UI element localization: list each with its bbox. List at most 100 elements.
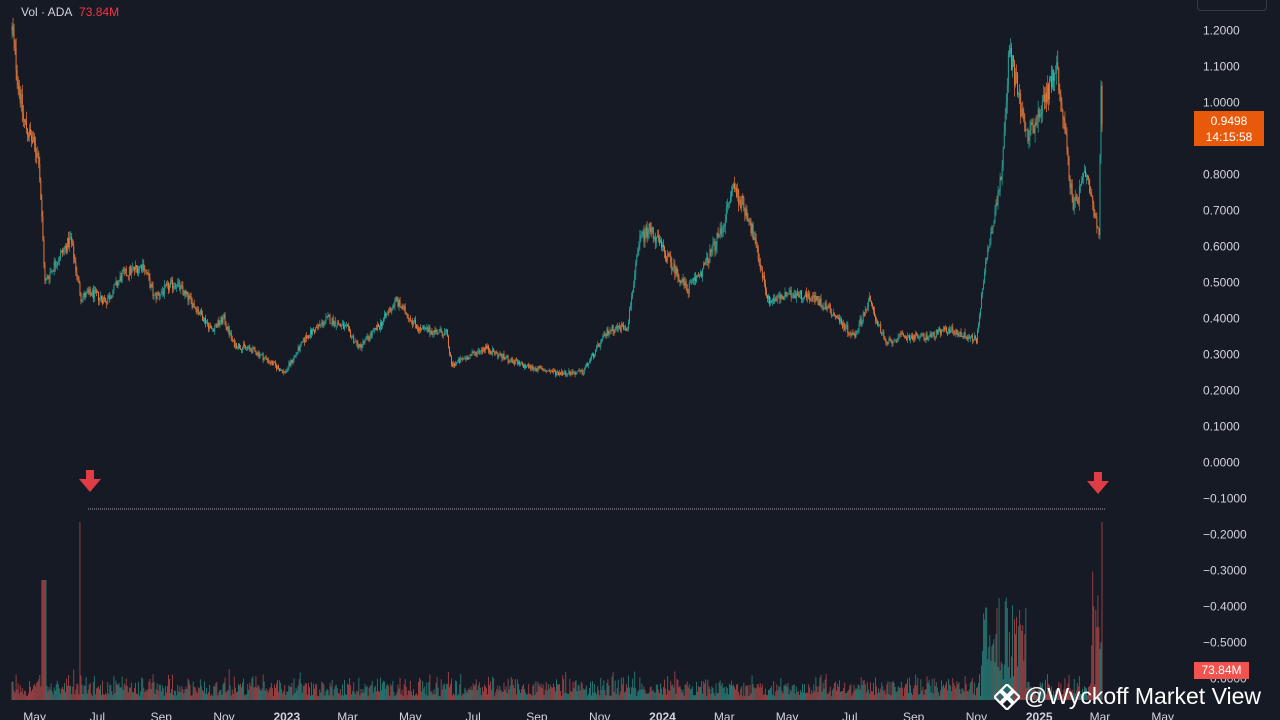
- candle-body: [89, 289, 91, 294]
- volume-bar: [1041, 682, 1043, 700]
- candle-body: [481, 349, 483, 352]
- candle-body: [974, 335, 976, 339]
- candle-body: [83, 292, 85, 297]
- scale-toggle-button[interactable]: [1197, 0, 1267, 11]
- candle-body: [409, 318, 411, 322]
- candle-body: [358, 344, 360, 349]
- candle-body: [856, 330, 858, 334]
- volume-bar: [866, 682, 868, 700]
- candle-body: [918, 337, 920, 339]
- volume-bar: [873, 682, 874, 700]
- candle-body: [789, 290, 791, 292]
- candle-body: [711, 251, 713, 253]
- candle-body: [736, 187, 738, 197]
- volume-bar: [1032, 689, 1034, 700]
- volume-bar: [694, 695, 696, 700]
- volume-bar: [510, 677, 512, 700]
- time-axis[interactable]: May Jul Sep Nov 2023 Mar May Jul Sep Nov 2024 Mar Ma…: [23, 710, 1174, 720]
- volume-bar: [658, 693, 660, 700]
- candle-body: [153, 294, 155, 296]
- candle-body: [254, 347, 256, 351]
- candle-body: [573, 372, 575, 374]
- volume-bar: [451, 678, 452, 700]
- volume-bar: [334, 685, 336, 700]
- price-axis[interactable]: 1.20001.10001.00000.90000.80000.70000.60…: [1203, 24, 1247, 686]
- volume-bar: [1045, 694, 1047, 700]
- volume-bar: [565, 672, 567, 700]
- volume-bar: [473, 686, 475, 700]
- volume-bar: [264, 690, 266, 700]
- candle-body: [303, 338, 305, 343]
- volume-bar: [310, 695, 311, 700]
- candle-body: [356, 341, 358, 343]
- volume-bar: [409, 680, 411, 700]
- volume-bar: [686, 681, 688, 700]
- candle-body: [990, 232, 992, 245]
- candle-body: [792, 296, 794, 299]
- volume-bar: [330, 686, 332, 700]
- candle-body: [556, 372, 557, 375]
- candle-body: [672, 267, 674, 271]
- volume-bar: [1027, 682, 1029, 700]
- volume-bar: [504, 689, 506, 700]
- volume-bar: [382, 683, 383, 700]
- candle-body: [243, 343, 245, 348]
- volume-bar: [56, 680, 58, 700]
- candle-body: [1072, 196, 1074, 210]
- volume-bar: [872, 691, 873, 700]
- volume-bar: [549, 684, 551, 700]
- volume-bar: [653, 692, 655, 700]
- volume-bar: [155, 689, 157, 700]
- candle-body: [362, 340, 364, 345]
- volume-bar: [924, 689, 926, 700]
- volume-bar: [834, 681, 836, 700]
- volume-bar: [514, 679, 516, 700]
- volume-bar: [61, 686, 63, 700]
- volume-bar: [1030, 686, 1032, 700]
- volume-bar: [711, 686, 713, 700]
- volume-bar: [178, 691, 180, 700]
- candle-body: [17, 80, 19, 85]
- candle-body: [285, 371, 287, 373]
- candle-body: [444, 331, 446, 332]
- candle-body: [681, 281, 683, 282]
- candle-body: [537, 366, 539, 371]
- candle-body: [821, 305, 823, 307]
- volume-bar: [780, 678, 782, 700]
- volume-bar: [1013, 676, 1014, 700]
- volume-bar: [1077, 686, 1079, 700]
- volume-bar: [826, 693, 828, 700]
- candle-body: [486, 346, 487, 349]
- volume-bar: [141, 677, 143, 700]
- candle-body: [809, 296, 811, 300]
- candle-body: [298, 347, 300, 351]
- candle-body: [346, 325, 347, 327]
- candle-body: [726, 203, 728, 208]
- candle-body: [930, 333, 932, 337]
- volume-bar: [113, 676, 115, 700]
- candle-body: [166, 283, 168, 285]
- candle-body: [237, 343, 239, 348]
- candle-body: [23, 119, 25, 122]
- candle-body: [326, 316, 328, 318]
- volume-bar: [1084, 686, 1085, 700]
- volume-bar: [436, 676, 438, 700]
- candle-body: [994, 211, 996, 223]
- volume-bar: [13, 690, 15, 700]
- candle-body: [34, 136, 36, 145]
- volume-bar: [73, 669, 75, 700]
- candle-body: [849, 333, 851, 335]
- candle-body: [620, 324, 622, 331]
- candle-body: [508, 361, 510, 363]
- candle-body: [559, 372, 561, 375]
- candle-body: [857, 330, 859, 332]
- volume-bar: [159, 684, 161, 700]
- candle-body: [810, 299, 812, 301]
- candle-body: [955, 330, 957, 335]
- volume-bar: [51, 691, 53, 700]
- candle-body: [516, 361, 518, 364]
- candle-body: [173, 286, 175, 289]
- candle-body: [1055, 73, 1057, 75]
- volume-bar: [862, 680, 864, 700]
